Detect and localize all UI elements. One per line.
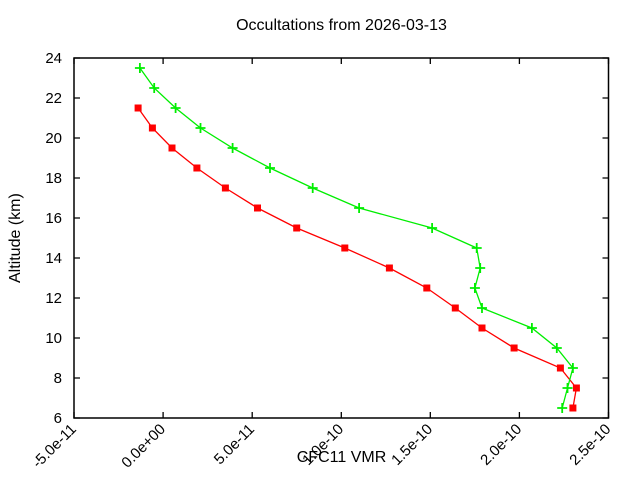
y-tick-label: 24 — [45, 50, 62, 67]
green-plus-line — [139, 67, 574, 409]
chart-title: Occultations from 2026-03-13 — [236, 17, 447, 34]
red-squares-markers — [134, 104, 580, 412]
green-plus-markers — [134, 63, 578, 413]
y-tick-label: 12 — [45, 290, 62, 307]
y-tick-label: 8 — [54, 370, 62, 387]
y-tick-label: 10 — [45, 330, 62, 347]
plot-border — [73, 57, 610, 419]
red-squares-line — [137, 107, 578, 409]
y-tick-label: 16 — [45, 210, 62, 227]
y-tick-label: 20 — [45, 130, 62, 147]
y-tick-label: 18 — [45, 170, 62, 187]
y-tick-label: 22 — [45, 90, 62, 107]
y-tick-label: 6 — [54, 410, 62, 427]
axis-ticks — [73, 57, 610, 419]
x-axis-label: CFC11 VMR — [296, 449, 387, 466]
x-tick-label: -5.0e-11 — [29, 421, 80, 472]
y-tick-label: 14 — [45, 250, 62, 267]
